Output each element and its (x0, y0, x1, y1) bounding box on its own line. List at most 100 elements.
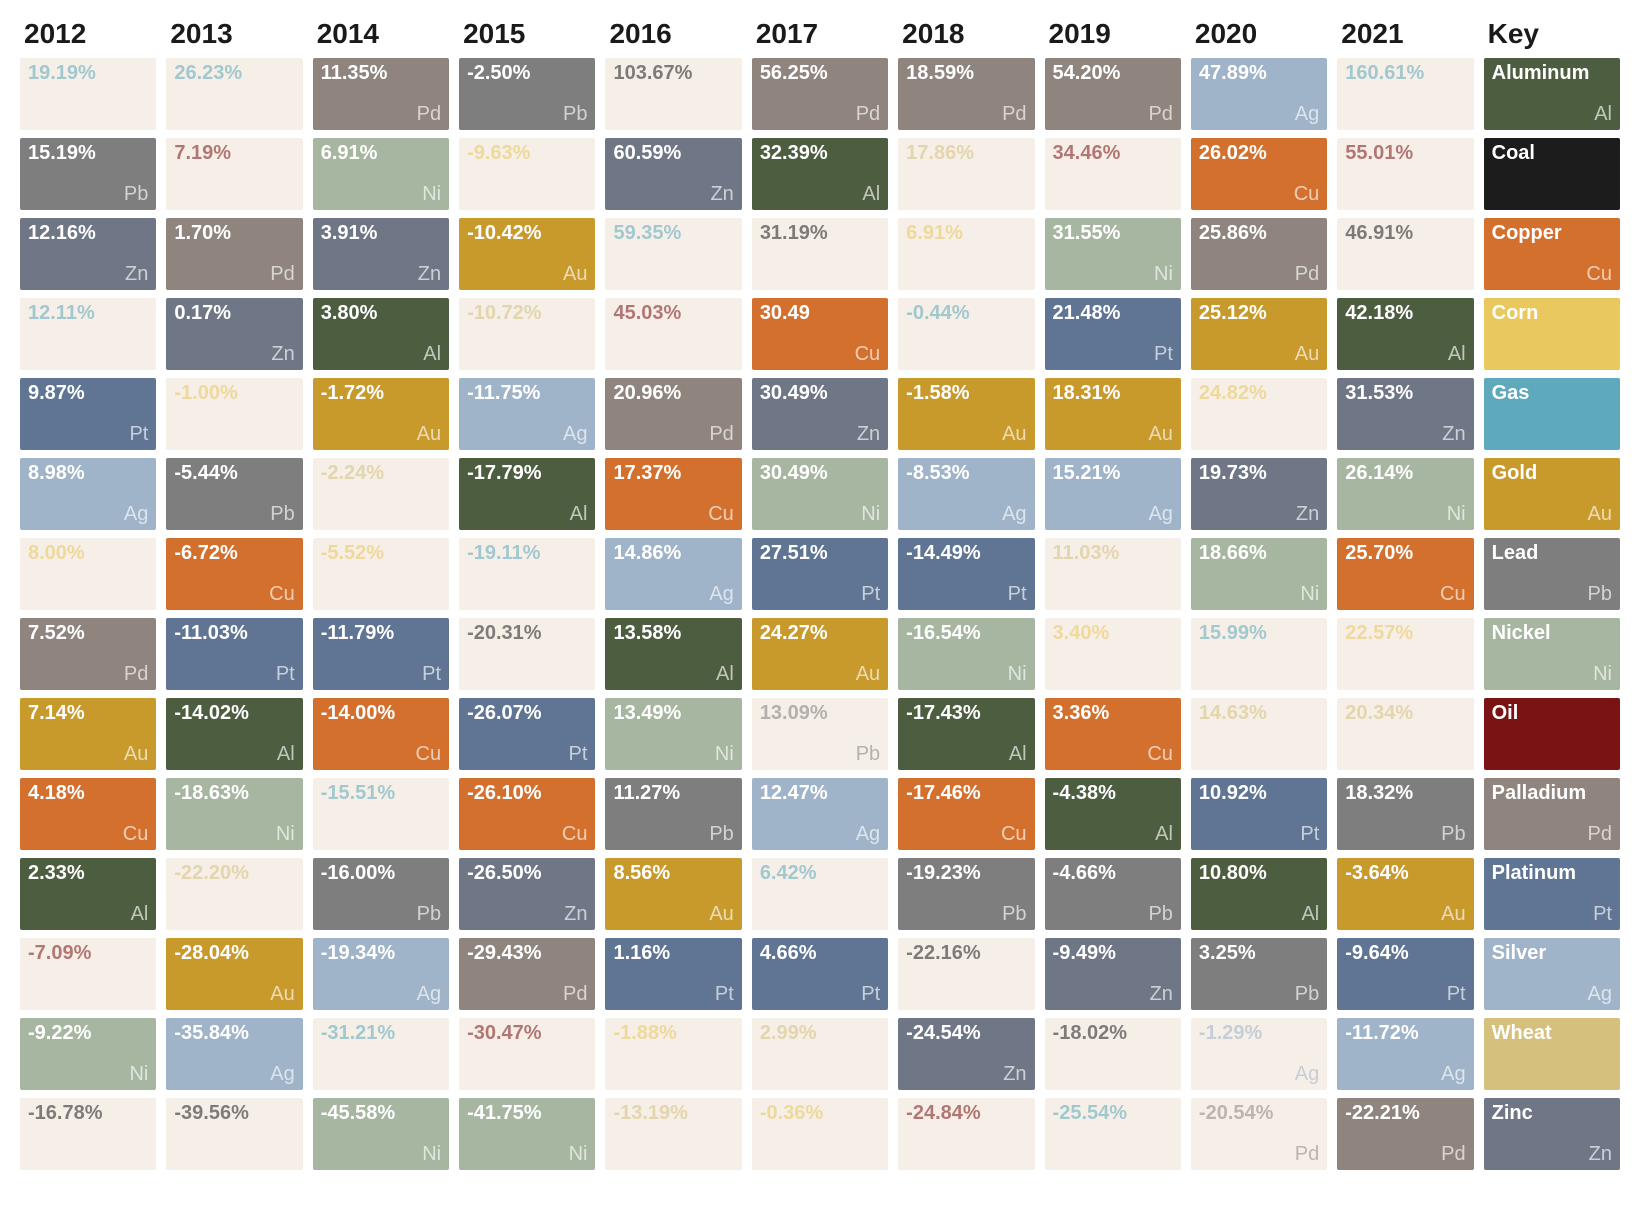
year-header: 2016 (605, 10, 741, 50)
commodity-symbol: Au (563, 263, 587, 286)
commodity-symbol: Au (856, 663, 880, 686)
commodity-symbol: Ni (276, 823, 295, 846)
commodity-symbol: Pt (1154, 343, 1173, 366)
return-cell: -10.72% (459, 298, 595, 370)
commodity-symbol: Ni (861, 503, 880, 526)
return-value: 26.14% (1345, 462, 1413, 485)
return-cell: 103.67% (605, 58, 741, 130)
return-value: -25.54% (1053, 1102, 1128, 1125)
return-value: -1.72% (321, 382, 384, 405)
return-value: -39.56% (174, 1102, 249, 1125)
commodity-symbol: Ni (569, 1143, 588, 1166)
commodity-symbol: Pb (856, 743, 880, 766)
commodity-symbol: Al (716, 663, 734, 686)
commodity-symbol: Ag (417, 983, 441, 1006)
return-value: 6.91% (321, 142, 378, 165)
key-commodity-symbol: Ni (1593, 663, 1612, 686)
return-value: 27.51% (760, 542, 828, 565)
return-cell: -41.75% Ni (459, 1098, 595, 1170)
return-value: 22.57% (1345, 622, 1413, 645)
return-cell: 26.02%Cu (1191, 138, 1327, 210)
return-value: -20.31% (467, 622, 542, 645)
return-cell: 21.48%Pt (1045, 298, 1181, 370)
key-commodity-name: Palladium (1492, 782, 1586, 805)
return-value: -10.42% (467, 222, 542, 245)
return-value: 7.14% (28, 702, 85, 725)
commodity-symbol: Pb (563, 103, 587, 126)
year-header: 2020 (1191, 10, 1327, 50)
commodity-symbol: Pd (1295, 263, 1319, 286)
commodity-symbol: Al (423, 343, 441, 366)
return-value: -14.00% (321, 702, 396, 725)
return-value: 45.03% (613, 302, 681, 325)
return-value: 9.87% (28, 382, 85, 405)
key-cell: NickelNi (1484, 618, 1620, 690)
commodity-symbol: Pt (861, 983, 880, 1006)
return-cell: 0.17%Zn (166, 298, 302, 370)
return-cell: 19.73%Zn (1191, 458, 1327, 530)
return-value: 46.91% (1345, 222, 1413, 245)
commodity-symbol: Ag (1441, 1063, 1465, 1086)
return-cell: 6.91%Ni (313, 138, 449, 210)
commodity-symbol: Pb (124, 183, 148, 206)
key-cell: PalladiumPd (1484, 778, 1620, 850)
return-value: 54.20% (1053, 62, 1121, 85)
commodity-symbol: Zn (857, 423, 880, 446)
return-cell: 31.55%Ni (1045, 218, 1181, 290)
return-value: -16.54% (906, 622, 981, 645)
commodity-symbol: Ni (422, 1143, 441, 1166)
return-cell: 25.12%Au (1191, 298, 1327, 370)
commodity-symbol: Pb (417, 903, 441, 926)
return-cell: -9.49%Zn (1045, 938, 1181, 1010)
return-cell: -3.64%Au (1337, 858, 1473, 930)
return-value: -24.54% (906, 1022, 981, 1045)
commodity-symbol: Al (277, 743, 295, 766)
return-cell: -16.78% (20, 1098, 156, 1170)
return-value: 15.19% (28, 142, 96, 165)
return-cell: -24.54%Zn (898, 1018, 1034, 1090)
return-value: -4.66% (1053, 862, 1116, 885)
return-cell: -2.24% (313, 458, 449, 530)
key-commodity-name: Corn (1492, 302, 1539, 325)
key-commodity-symbol: Pb (1588, 583, 1612, 606)
return-value: 7.52% (28, 622, 85, 645)
key-commodity-symbol: Al (1594, 103, 1612, 126)
return-value: -41.75% (467, 1102, 542, 1125)
return-value: -18.63% (174, 782, 249, 805)
return-value: -5.52% (321, 542, 384, 565)
return-cell: 2.99% (752, 1018, 888, 1090)
return-value: -1.88% (613, 1022, 676, 1045)
return-value: 34.46% (1053, 142, 1121, 165)
return-cell: -7.09% (20, 938, 156, 1010)
return-value: -0.36% (760, 1102, 823, 1125)
return-value: 18.66% (1199, 542, 1267, 565)
return-cell: -26.07%Pt (459, 698, 595, 770)
return-cell: -2.50%Pb (459, 58, 595, 130)
return-cell: 9.87% Pt (20, 378, 156, 450)
return-value: 4.66% (760, 942, 817, 965)
return-value: -9.63% (467, 142, 530, 165)
return-cell: 27.51%Pt (752, 538, 888, 610)
return-value: 25.70% (1345, 542, 1413, 565)
return-value: -11.75% (467, 382, 540, 405)
return-cell: 30.49Cu (752, 298, 888, 370)
return-cell: -17.43%Al (898, 698, 1034, 770)
commodity-symbol: Ag (856, 823, 880, 846)
year-header: 2017 (752, 10, 888, 50)
return-cell: -22.21%Pd (1337, 1098, 1473, 1170)
return-value: -45.58% (321, 1102, 396, 1125)
return-value: -29.43% (467, 942, 542, 965)
key-commodity-name: Gold (1492, 462, 1538, 485)
periodic-table-grid: 2012201320142015201620172018201920202021… (20, 10, 1620, 1170)
return-cell: 13.09%Pb (752, 698, 888, 770)
key-commodity-name: Gas (1492, 382, 1530, 405)
return-cell: 19.19% (20, 58, 156, 130)
return-value: -19.11% (467, 542, 540, 565)
return-cell: 22.57% (1337, 618, 1473, 690)
commodity-symbol: Pt (129, 423, 148, 446)
commodity-symbol: Pd (1295, 1143, 1319, 1166)
year-header: 2014 (313, 10, 449, 50)
return-cell: 6.42% (752, 858, 888, 930)
return-value: 8.00% (28, 542, 85, 565)
return-cell: 46.91% (1337, 218, 1473, 290)
